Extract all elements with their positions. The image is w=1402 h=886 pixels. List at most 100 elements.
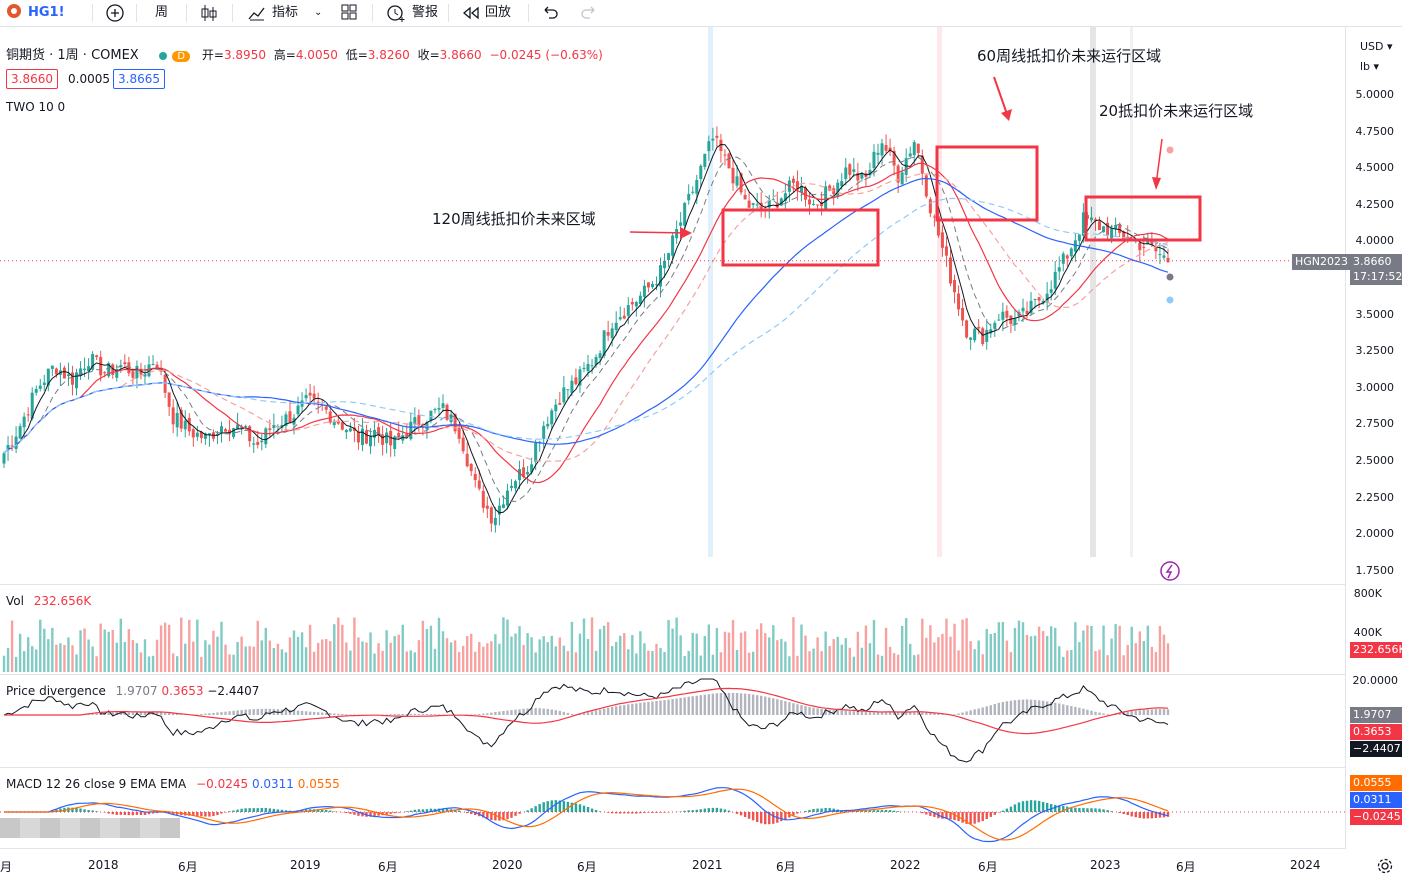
divergence-histogram — [143, 712, 147, 715]
highlight-band — [1090, 27, 1096, 557]
low-label: 低= — [345, 48, 368, 62]
macd-histogram — [393, 812, 396, 814]
macd-histogram — [619, 812, 622, 814]
candle-body — [131, 371, 135, 378]
macd-histogram — [429, 808, 433, 812]
alert-clock-icon[interactable] — [386, 3, 406, 23]
volume-bar — [977, 640, 980, 672]
candle-body — [944, 246, 948, 256]
divergence-histogram — [860, 711, 864, 715]
indicators-button[interactable]: 指标 — [272, 5, 299, 20]
macd-legend: MACD 12 26 close 9 EMA EMA −0.0245 0.031… — [6, 777, 340, 791]
volume-bar — [176, 656, 179, 672]
divergence-histogram — [808, 706, 811, 715]
volume-bar — [780, 638, 783, 672]
unit-selector[interactable]: lb ▾ — [1360, 60, 1379, 73]
volume-value: 232.656K — [33, 594, 92, 608]
interval-button[interactable]: 周 — [155, 5, 169, 20]
volume-bar — [598, 629, 602, 672]
divergence-histogram — [486, 713, 489, 715]
volume-bar — [836, 636, 839, 672]
alert-button[interactable]: 警报 — [412, 5, 439, 20]
candle-body — [163, 374, 167, 393]
pane-divider-volume[interactable] — [0, 584, 1345, 585]
macd-histogram — [981, 812, 984, 822]
candle-body — [659, 265, 663, 287]
lightning-icon — [1160, 561, 1180, 581]
macd-histogram — [953, 812, 956, 821]
currency-label: USD — [1360, 40, 1384, 53]
add-symbol-icon[interactable] — [105, 3, 125, 23]
volume-bar — [449, 642, 453, 672]
candle-body — [203, 433, 207, 439]
macd-histogram — [349, 812, 352, 814]
bid-price-button[interactable]: 3.8660 — [6, 69, 58, 89]
macd-histogram — [627, 812, 630, 814]
undo-icon[interactable] — [541, 3, 559, 23]
volume-bar — [1074, 622, 1077, 672]
candle-body — [1025, 310, 1029, 315]
candle-body — [441, 403, 445, 408]
macd-histogram — [828, 808, 831, 812]
price-tick: 3.2500 — [1355, 344, 1395, 358]
macd-histogram — [1134, 812, 1137, 818]
candle-body — [699, 165, 703, 180]
volume-bar — [357, 637, 360, 672]
divergence-v3: −2.4407 — [207, 684, 260, 698]
macd-histogram — [506, 812, 509, 820]
macd-histogram — [1154, 812, 1158, 818]
divergence-histogram — [393, 714, 396, 715]
candle-body — [324, 406, 328, 410]
replay-icon[interactable] — [461, 3, 481, 23]
divergence-histogram — [570, 713, 574, 715]
layout-grid-icon[interactable] — [340, 3, 358, 23]
chart-type-candle-icon[interactable] — [200, 3, 218, 23]
volume-bar — [788, 656, 791, 672]
volume-bar — [256, 620, 259, 672]
divergence-histogram — [1013, 700, 1017, 715]
volume-bar — [820, 651, 823, 672]
divergence-histogram — [691, 696, 694, 715]
macd-histogram — [1086, 808, 1089, 812]
pane-divider-macd[interactable] — [0, 767, 1345, 768]
candle-body — [377, 427, 381, 436]
symbol-button[interactable]: HG1! — [28, 5, 65, 20]
currency-selector[interactable]: USD ▾ — [1360, 40, 1393, 53]
volume-bar — [1166, 643, 1170, 672]
divergence-histogram — [977, 708, 980, 715]
chevron-down-icon[interactable]: ⌄ — [314, 7, 323, 18]
projection-dot — [1166, 296, 1174, 304]
volume-bar — [1098, 649, 1101, 672]
candle-body — [336, 420, 340, 424]
divergence-histogram — [107, 712, 110, 715]
candle-body — [743, 194, 747, 200]
volume-bar — [1106, 655, 1109, 672]
x-label-2: 6月 — [178, 860, 198, 874]
candle-body — [288, 411, 292, 424]
macd-histogram — [864, 810, 868, 812]
divergence-histogram — [679, 697, 682, 715]
volume-bar — [623, 633, 626, 672]
macd-histogram — [804, 810, 807, 812]
replay-button[interactable]: 回放 — [485, 5, 512, 20]
ask-price-button[interactable]: 3.8665 — [113, 69, 165, 89]
divergence-histogram — [743, 693, 747, 715]
price-tick: 4.5000 — [1355, 161, 1395, 175]
candle-body — [1142, 246, 1146, 248]
divergence-histogram — [87, 714, 90, 715]
pane-divider-divergence[interactable] — [0, 674, 1345, 675]
candle-body — [296, 405, 300, 415]
settings-gear-icon[interactable] — [1376, 857, 1394, 879]
main-chart[interactable] — [0, 27, 1345, 849]
volume-bar — [860, 647, 864, 672]
volume-bar — [248, 646, 251, 672]
indicators-icon[interactable] — [247, 3, 267, 23]
volume-bar — [10, 620, 14, 672]
divergence-histogram — [304, 711, 308, 715]
divergence-histogram — [385, 714, 388, 715]
divergence-histogram — [643, 702, 646, 715]
divergence-histogram — [965, 711, 968, 715]
contract-tag: HGN2023 — [1292, 254, 1352, 270]
redo-icon[interactable] — [580, 3, 598, 23]
candle-body — [1013, 318, 1017, 325]
